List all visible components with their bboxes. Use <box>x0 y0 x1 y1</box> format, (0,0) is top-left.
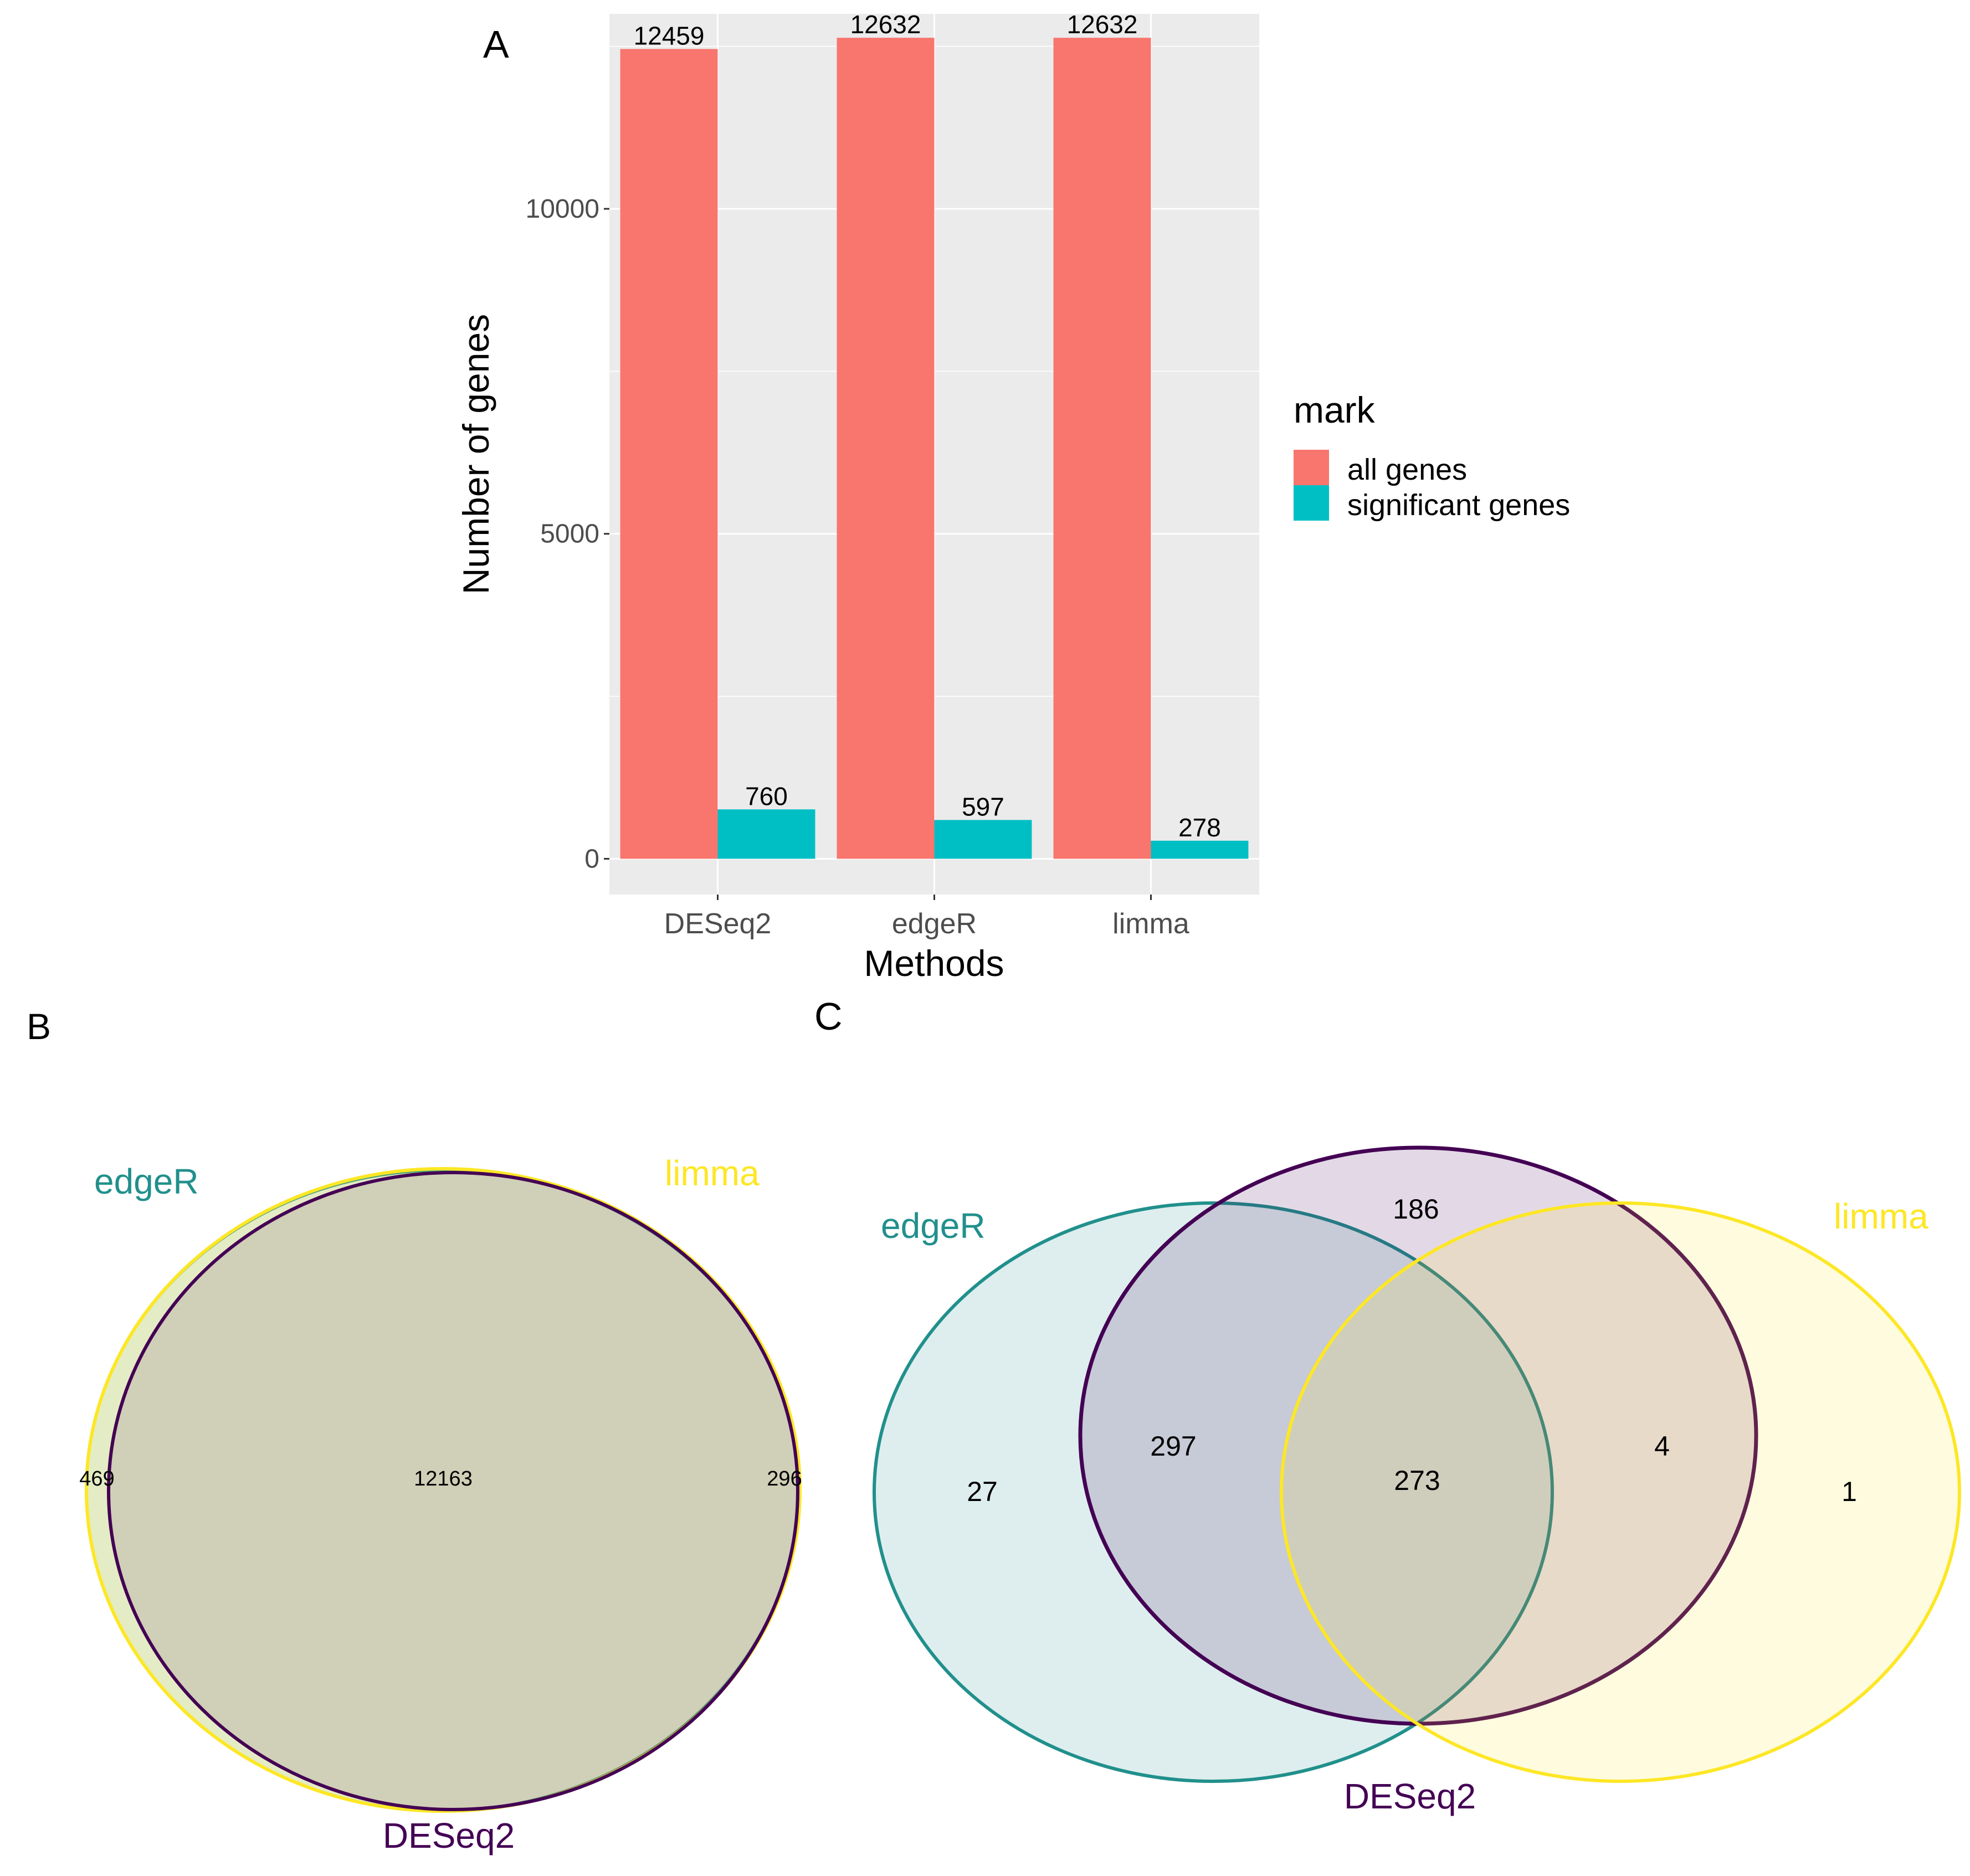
y-tick-label: 5000 <box>540 520 599 549</box>
venn-c-count-all-three: 273 <box>1394 1465 1440 1496</box>
bar-value-label: 597 <box>962 792 1004 821</box>
panel-label-c: C <box>814 995 843 1038</box>
bar-value-label: 12632 <box>1067 10 1138 39</box>
venn-c-count-limma-only: 1 <box>1841 1476 1857 1507</box>
venn-c-edgeR-label: edgeR <box>881 1206 986 1246</box>
bar-all-genes-edgeR <box>837 38 935 859</box>
bar-all-genes-limma <box>1053 38 1151 859</box>
venn-diagram-c: edgeR DESeq2 limma 186 27 297 273 4 1 <box>873 1145 1961 1816</box>
venn-c-count-edgeR-only: 27 <box>967 1476 998 1507</box>
venn-c-count-DESeq2-limma: 4 <box>1654 1431 1670 1462</box>
legend-label-all-genes: all genes <box>1347 453 1467 486</box>
legend: mark all genes significant genes <box>1294 389 1570 522</box>
venn-b-DESeq2-circle <box>107 1171 799 1811</box>
panel-label-b: B <box>27 1006 52 1047</box>
venn-c-edgeR-circle <box>873 1201 1554 1783</box>
venn-c-limma-circle <box>1280 1201 1961 1783</box>
legend-label-significant-genes: significant genes <box>1347 489 1570 522</box>
x-axis-title: Methods <box>864 943 1004 984</box>
venn-b-limma-label: limma <box>665 1153 760 1193</box>
legend-key-significant-genes <box>1294 485 1329 521</box>
bar-value-label: 12459 <box>634 21 705 50</box>
bar-value-label: 278 <box>1178 813 1221 842</box>
venn-b-edgeR-label: edgeR <box>94 1161 199 1201</box>
venn-b-count-edgeR-only: 469 <box>79 1467 114 1490</box>
legend-title: mark <box>1294 389 1376 430</box>
x-tick-label: limma <box>1112 908 1189 940</box>
y-axis: 0 5000 10000 <box>526 194 609 873</box>
venn-diagram-b: edgeR limma DESeq2 469 12163 296 <box>79 1153 802 1856</box>
bar-group <box>620 38 1249 859</box>
venn-b-limma-circle <box>85 1167 802 1813</box>
bar-significant-genes-edgeR <box>934 820 1032 859</box>
y-axis-title: Number of genes <box>455 314 496 594</box>
bar-value-label: 12632 <box>850 10 921 39</box>
venn-c-count-edgeR-DESeq2: 297 <box>1150 1431 1196 1462</box>
bar-significant-genes-DESeq2 <box>717 809 815 859</box>
bar-all-genes-DESeq2 <box>620 49 718 859</box>
x-tick-label: DESeq2 <box>664 908 772 940</box>
venn-c-DESeq2-label: DESeq2 <box>1344 1776 1476 1816</box>
venn-b-count-DESeq2-only: 296 <box>767 1467 802 1490</box>
venn-c-limma-label: limma <box>1834 1196 1928 1236</box>
bar-chart-genes-per-method: 12459 12632 12632 760 597 278 0 5000 10000 DESe… <box>455 10 1570 984</box>
x-axis: DESeq2 edgeR limma <box>664 895 1189 940</box>
bar-value-label: 760 <box>745 782 788 810</box>
panel-label-a: A <box>483 23 509 66</box>
bar-significant-genes-limma <box>1151 840 1249 859</box>
bar-data-labels: 12459 12632 12632 760 597 278 <box>634 10 1221 842</box>
venn-b-count-all-three: 12163 <box>414 1467 473 1490</box>
venn-b-DESeq2-label: DESeq2 <box>383 1816 515 1856</box>
venn-c-count-DESeq2-only: 186 <box>1393 1194 1439 1225</box>
y-tick-label: 0 <box>584 844 599 873</box>
x-tick-label: edgeR <box>892 908 977 940</box>
y-tick-label: 10000 <box>526 194 599 224</box>
legend-key-all-genes <box>1294 450 1329 485</box>
